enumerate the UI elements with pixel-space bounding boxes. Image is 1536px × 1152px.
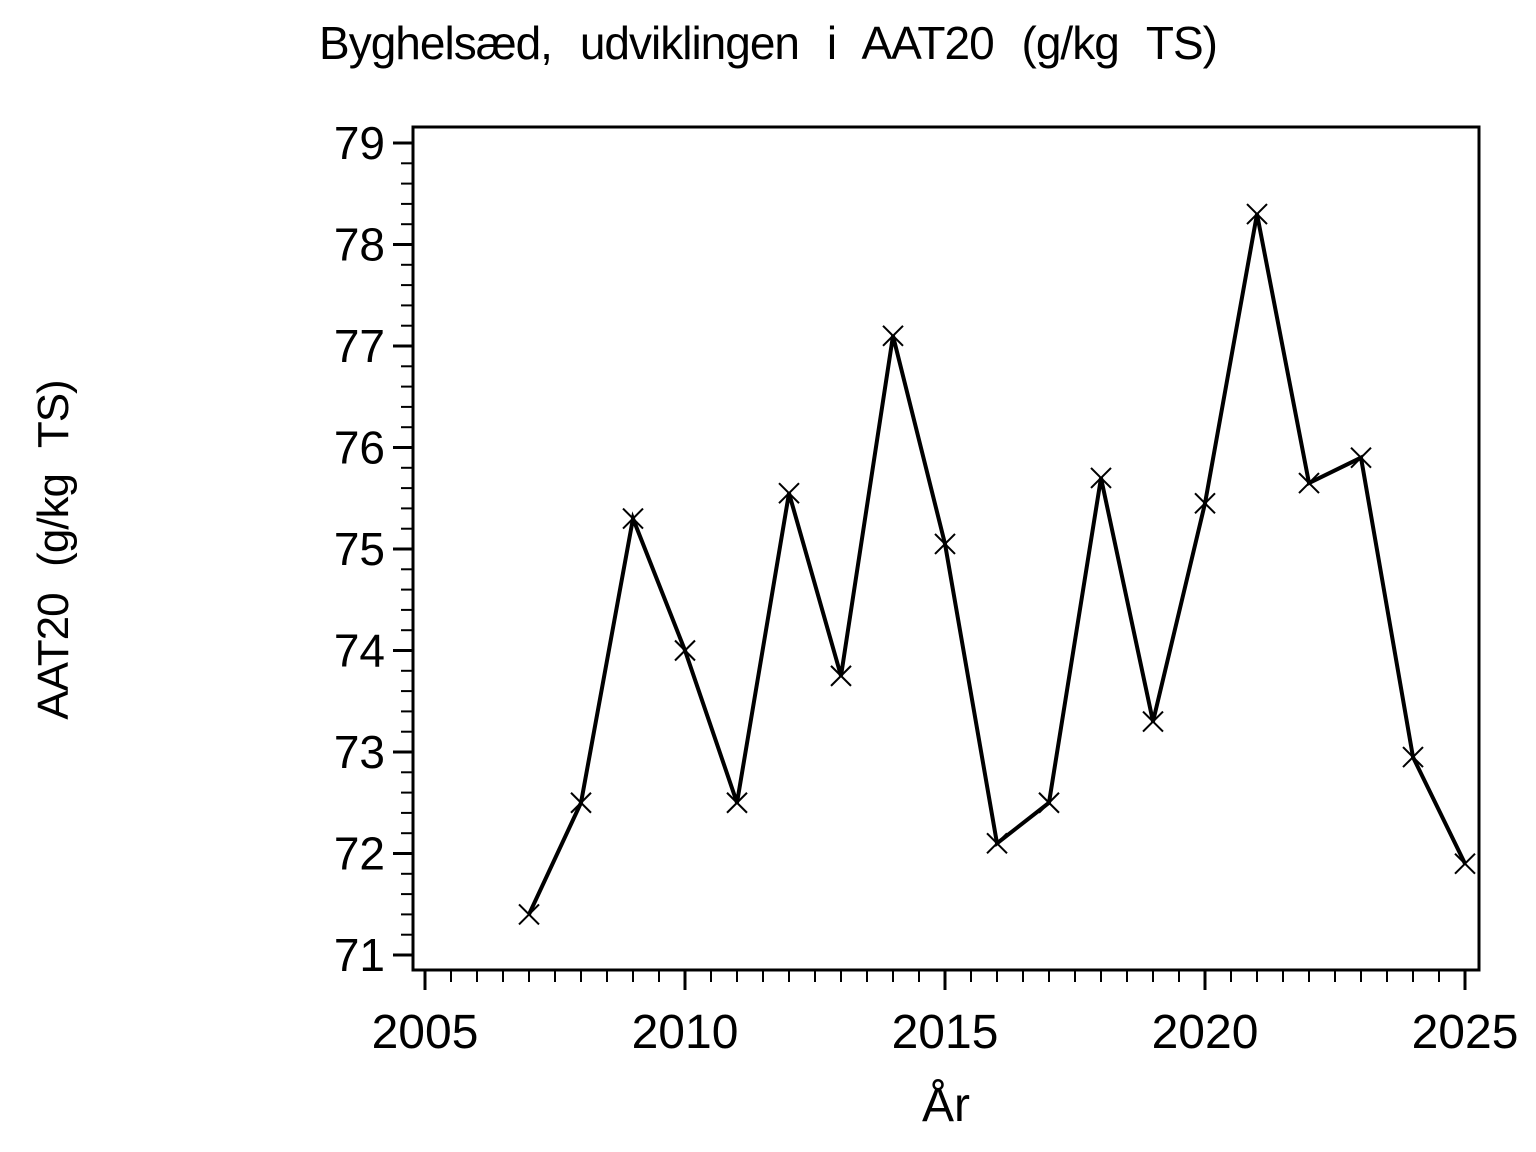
chart-title: Byghelsæd, udviklingen i AAT20 (g/kg TS) bbox=[319, 17, 1218, 69]
data-point-marker bbox=[570, 792, 592, 814]
data-point-marker bbox=[986, 832, 1008, 855]
y-tick-label: 75 bbox=[334, 523, 385, 575]
y-tick-label: 73 bbox=[334, 726, 385, 778]
data-point-marker bbox=[1402, 746, 1424, 768]
data-point-marker bbox=[1246, 203, 1268, 225]
data-point-marker bbox=[1194, 492, 1216, 515]
x-tick-label: 2020 bbox=[1152, 1006, 1259, 1059]
data-point-marker bbox=[518, 903, 540, 926]
x-tick-label: 2005 bbox=[372, 1006, 479, 1059]
y-tick-label: 77 bbox=[334, 320, 385, 372]
y-tick-label: 74 bbox=[334, 625, 385, 677]
x-tick-label: 2015 bbox=[892, 1006, 999, 1059]
y-tick-label: 79 bbox=[334, 117, 385, 169]
x-axis-label: År bbox=[922, 1079, 970, 1132]
data-point-marker bbox=[674, 639, 696, 662]
y-tick-label: 78 bbox=[334, 219, 385, 271]
y-tick-label: 76 bbox=[334, 422, 385, 474]
data-point-marker bbox=[1350, 446, 1372, 469]
data-point-marker bbox=[1454, 852, 1476, 875]
series-line bbox=[527, 213, 1467, 916]
data-point-marker bbox=[778, 482, 800, 504]
data-point-marker bbox=[830, 665, 852, 687]
data-point-marker bbox=[1142, 710, 1164, 733]
data-point-marker bbox=[726, 792, 748, 814]
data-point-marker bbox=[1090, 467, 1112, 489]
data-point-marker bbox=[1298, 472, 1320, 494]
data-point-marker bbox=[882, 325, 904, 347]
y-tick-label: 71 bbox=[334, 929, 385, 981]
y-tick-label: 72 bbox=[334, 828, 385, 880]
data-point-marker bbox=[934, 533, 956, 555]
data-point-marker bbox=[1038, 792, 1060, 814]
data-point-marker bbox=[622, 507, 644, 530]
x-tick-label: 2010 bbox=[632, 1006, 739, 1059]
x-tick-label: 2025 bbox=[1412, 1006, 1519, 1059]
